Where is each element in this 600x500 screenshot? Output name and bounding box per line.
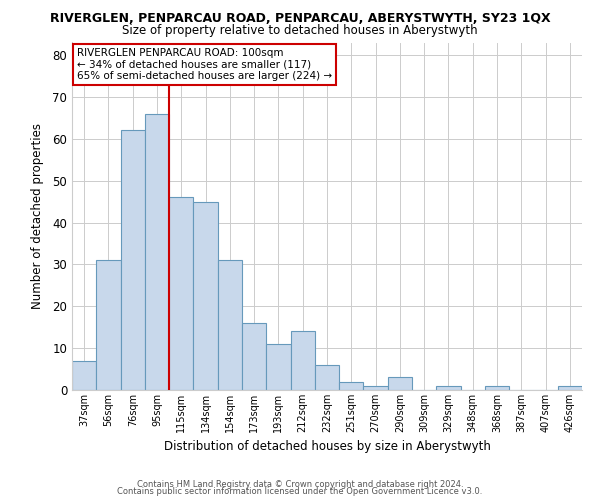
Bar	[218, 260, 242, 390]
Bar	[290, 332, 315, 390]
Bar	[485, 386, 509, 390]
Bar	[72, 360, 96, 390]
Bar	[121, 130, 145, 390]
Bar	[558, 386, 582, 390]
Bar	[388, 378, 412, 390]
Text: Contains public sector information licensed under the Open Government Licence v3: Contains public sector information licen…	[118, 487, 482, 496]
Bar	[145, 114, 169, 390]
Bar	[436, 386, 461, 390]
Text: RIVERGLEN PENPARCAU ROAD: 100sqm
← 34% of detached houses are smaller (117)
65% : RIVERGLEN PENPARCAU ROAD: 100sqm ← 34% o…	[77, 48, 332, 81]
Text: Size of property relative to detached houses in Aberystwyth: Size of property relative to detached ho…	[122, 24, 478, 37]
Bar	[364, 386, 388, 390]
Text: RIVERGLEN, PENPARCAU ROAD, PENPARCAU, ABERYSTWYTH, SY23 1QX: RIVERGLEN, PENPARCAU ROAD, PENPARCAU, AB…	[50, 12, 550, 26]
Y-axis label: Number of detached properties: Number of detached properties	[31, 123, 44, 309]
Bar	[315, 365, 339, 390]
Bar	[193, 202, 218, 390]
X-axis label: Distribution of detached houses by size in Aberystwyth: Distribution of detached houses by size …	[164, 440, 490, 454]
Bar	[96, 260, 121, 390]
Bar	[242, 323, 266, 390]
Bar	[169, 198, 193, 390]
Bar	[266, 344, 290, 390]
Text: Contains HM Land Registry data © Crown copyright and database right 2024.: Contains HM Land Registry data © Crown c…	[137, 480, 463, 489]
Bar	[339, 382, 364, 390]
